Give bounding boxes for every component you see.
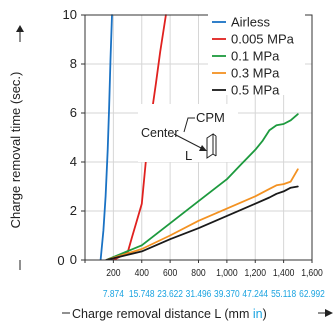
x-tick-label: 1,400	[273, 267, 295, 279]
inset-cpm-label: CPM	[196, 110, 225, 125]
y-tick-label: 2	[70, 203, 77, 218]
y-title-arrowhead-icon	[16, 25, 24, 32]
y-tick-label: 6	[70, 105, 77, 120]
x-tick-label: 1,000	[216, 267, 238, 279]
series-line-2	[105, 113, 299, 260]
legend-label: 0.5 MPa	[231, 83, 280, 98]
x-tick-label: 1,600	[301, 267, 323, 279]
inset-background	[138, 104, 238, 162]
x-tick-label-inch: 55.118	[271, 288, 296, 300]
inset-center-label: Center	[141, 126, 179, 140]
distance-arrowhead-icon	[199, 145, 207, 151]
inset-distance-label: L	[185, 148, 192, 163]
legend-label: 0.1 MPa	[231, 49, 280, 64]
legend-label: 0.3 MPa	[231, 66, 280, 81]
y-tick-label: 4	[70, 154, 77, 169]
x-tick-label-inch: 62.992	[299, 288, 325, 300]
x-axis-title-unit: in	[253, 307, 263, 321]
cpm-device-edge	[212, 133, 217, 137]
series-lines	[99, 14, 299, 260]
x-tick-label: 600	[163, 267, 177, 279]
cpm-connector-line	[183, 117, 195, 133]
x-axis-title-prefix: Charge removal distance L (mm	[72, 307, 253, 321]
x-tick-label: 800	[191, 267, 205, 279]
series-line-0	[99, 14, 113, 260]
x-tick-label-inch: 23.622	[157, 288, 183, 300]
x-tick-label-inch: 7.874	[103, 288, 124, 300]
y-axis-title: Charge removal time (sec.)	[8, 72, 23, 229]
plot-frame	[84, 14, 313, 261]
x-axis-title-suffix: )	[263, 307, 267, 321]
distance-arrow	[173, 133, 206, 151]
axis-ticks: 0 2 4 6 8 10 0 200 400 600 800 1,000 1,200 1,400 1,600…	[57, 7, 324, 300]
inset-diagram: CPM Center L	[138, 104, 238, 163]
x-tick-label: 200	[106, 267, 120, 279]
x-axis-title: Charge removal distance L (mm in)	[72, 307, 267, 321]
series-line-3	[105, 168, 299, 260]
series-line-4	[105, 185, 299, 260]
y-tick-label: 10	[63, 7, 77, 22]
x-tick-label: 0	[57, 253, 64, 268]
x-tick-label: 1,200	[244, 267, 266, 279]
cpm-device-icon	[206, 133, 214, 159]
legend: Airless 0.005 MPa 0.1 MPa 0.3 MPa 0.5 MPa	[208, 11, 305, 98]
y-axis-title-group: Charge removal time (sec.)	[8, 25, 24, 270]
legend-label: 0.005 MPa	[231, 32, 295, 47]
x-axis-title-group: Charge removal distance L (mm in)	[62, 307, 333, 321]
legend-label: Airless	[231, 15, 271, 30]
x-tick-label-inch: 15.748	[129, 288, 155, 300]
legend-box	[208, 11, 305, 95]
x-tick-label-inch: 39.370	[214, 288, 240, 300]
x-tick-label-inch: 31.496	[186, 288, 212, 300]
y-tick-label: 8	[70, 56, 77, 71]
x-tick-label: 400	[135, 267, 149, 279]
y-tick-label: 0	[70, 252, 77, 267]
x-tick-label-inch: 47.244	[242, 288, 268, 300]
x-title-arrowhead-icon	[325, 309, 333, 317]
series-line-1	[112, 14, 167, 260]
